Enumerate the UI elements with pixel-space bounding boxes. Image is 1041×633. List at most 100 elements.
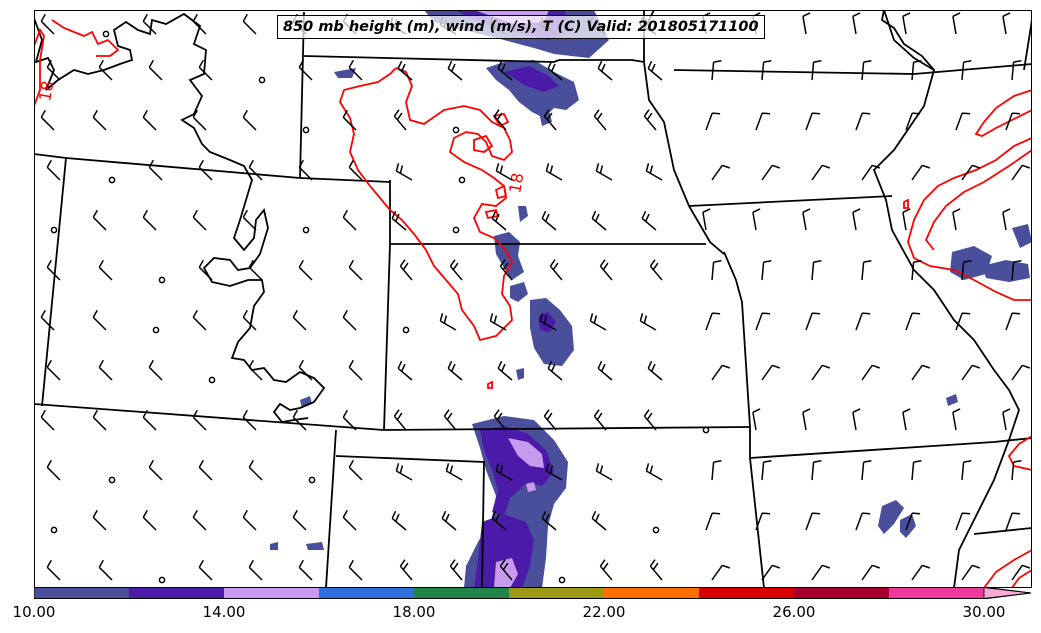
calm-wind-circle bbox=[108, 176, 116, 184]
t-contour-ia2 bbox=[907, 137, 1032, 301]
wind-barb bbox=[397, 60, 413, 81]
wind-barb bbox=[1011, 259, 1022, 281]
shade-mo-small bbox=[946, 394, 958, 406]
wind-barb bbox=[902, 12, 911, 35]
wind-barb bbox=[292, 509, 307, 531]
wind-barb bbox=[911, 59, 922, 81]
colorbar-bin bbox=[794, 587, 889, 599]
wind-barb bbox=[342, 209, 357, 231]
wind-barb bbox=[92, 509, 107, 531]
wind-barb bbox=[705, 512, 721, 531]
colorbar-bin bbox=[509, 587, 604, 599]
t-contour-se2 bbox=[983, 549, 1032, 588]
wind-barb bbox=[40, 13, 55, 35]
colorbar-bin bbox=[224, 587, 319, 599]
wind-barb bbox=[198, 159, 213, 181]
wind-barb bbox=[46, 159, 61, 181]
wind-barb bbox=[595, 163, 613, 181]
wind-barb bbox=[711, 459, 722, 481]
shade-ks-2 bbox=[516, 368, 524, 380]
wind-barb bbox=[1002, 208, 1011, 231]
wind-barb bbox=[1005, 512, 1021, 531]
wind-barb bbox=[242, 13, 257, 35]
wind-barb bbox=[647, 60, 663, 81]
wind-barb bbox=[952, 408, 961, 431]
wind-barb bbox=[855, 312, 871, 331]
t-contour-label-1: 18 bbox=[35, 79, 57, 102]
shade-ok-band-light3 bbox=[526, 482, 536, 492]
wind-barb bbox=[811, 364, 831, 381]
wind-barb bbox=[148, 159, 163, 181]
wind-barb bbox=[961, 259, 972, 281]
temperature-contours bbox=[34, 19, 1032, 588]
wind-barb bbox=[545, 163, 563, 181]
wind-barb bbox=[148, 459, 163, 481]
wind-barb bbox=[705, 312, 721, 331]
wind-barb bbox=[192, 309, 207, 331]
t-contour-loop4 bbox=[484, 208, 500, 220]
wind-barb bbox=[752, 208, 761, 231]
border-ne-north bbox=[299, 177, 706, 245]
calm-wind-circle bbox=[208, 376, 216, 384]
wind-barb bbox=[1002, 408, 1011, 431]
wind-barb bbox=[595, 463, 613, 481]
t-contour-se3 bbox=[1011, 569, 1032, 588]
calm-wind-circle bbox=[558, 576, 566, 584]
border-wy-co bbox=[65, 157, 301, 179]
wind-barb bbox=[861, 564, 881, 581]
wind-barb bbox=[499, 259, 513, 281]
wind-barb bbox=[855, 112, 871, 131]
wind-barb bbox=[298, 59, 313, 81]
border-ia-mn bbox=[673, 63, 1032, 75]
wind-barb bbox=[711, 259, 722, 281]
wind-barb bbox=[493, 109, 507, 131]
wind-barb bbox=[142, 109, 157, 131]
wind-barb bbox=[905, 112, 921, 131]
wind-barb bbox=[489, 313, 507, 331]
border-ok-tx-east bbox=[749, 427, 765, 588]
wind-barb bbox=[1011, 59, 1022, 81]
wind-barb bbox=[142, 409, 157, 431]
colorbar-label: 10.00 bbox=[12, 603, 56, 621]
t-contour-label-2: 18 bbox=[505, 171, 527, 194]
t-contour-loop1 bbox=[473, 134, 494, 153]
wind-barb bbox=[40, 409, 55, 431]
border-ia-mo bbox=[688, 195, 893, 207]
wind-barb bbox=[591, 210, 607, 231]
shade-ok-band-light bbox=[508, 438, 544, 468]
wind-barb bbox=[441, 510, 457, 531]
wind-barb bbox=[98, 559, 113, 581]
wind-barb bbox=[541, 510, 557, 531]
t-contour-main bbox=[339, 67, 514, 342]
wind-barb bbox=[46, 259, 61, 281]
wind-barb bbox=[705, 112, 721, 131]
shade-ar-1 bbox=[878, 500, 904, 534]
t-contour-ia3 bbox=[924, 149, 1032, 251]
border-ms-river bbox=[872, 10, 1020, 588]
border-ks-mo bbox=[723, 251, 751, 428]
wind-barb bbox=[348, 359, 363, 381]
wind-barb bbox=[445, 463, 463, 481]
state-borders bbox=[34, 10, 1032, 588]
shade-il-3 bbox=[1012, 224, 1032, 248]
wind-barb bbox=[497, 60, 513, 81]
wind-barb bbox=[761, 259, 772, 281]
colorbar-bin bbox=[699, 587, 794, 599]
calm-wind-circle bbox=[152, 326, 160, 334]
colorbar-outline bbox=[34, 587, 1032, 599]
wind-barb bbox=[495, 463, 513, 481]
t-contour-dot2 bbox=[903, 198, 909, 209]
wind-barb bbox=[952, 12, 961, 35]
wind-barb bbox=[495, 163, 513, 181]
wind-barb bbox=[348, 459, 363, 481]
wind-barb bbox=[443, 409, 457, 431]
wind-barb bbox=[292, 409, 307, 431]
border-ne-mo-river bbox=[643, 61, 725, 255]
wind-barb bbox=[497, 360, 513, 381]
shade-ne-3 bbox=[518, 206, 528, 222]
wind-barb bbox=[855, 512, 871, 531]
colorbar-label: 14.00 bbox=[202, 603, 246, 621]
wind-barb bbox=[643, 409, 657, 431]
wind-barb bbox=[811, 164, 831, 181]
wind-barb bbox=[641, 210, 657, 231]
